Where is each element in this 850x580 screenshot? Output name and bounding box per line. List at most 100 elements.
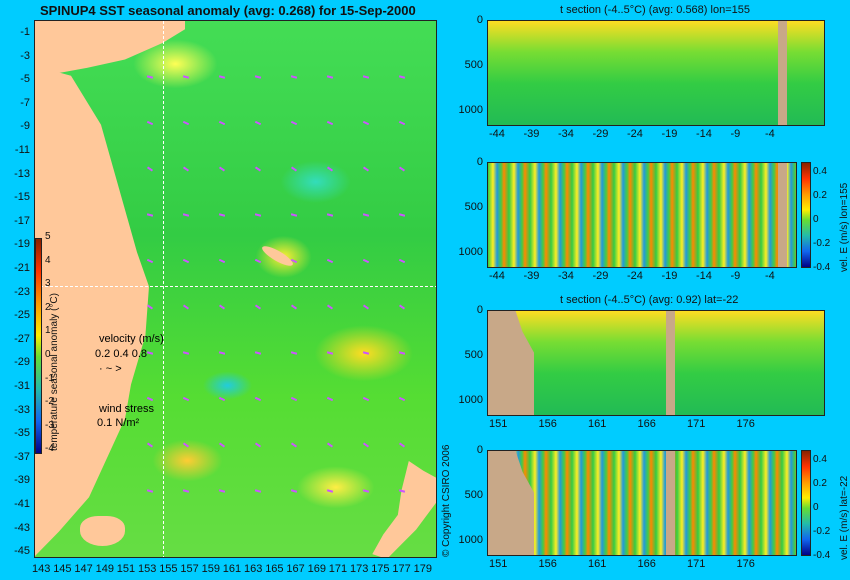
wind-arrow-icon xyxy=(362,75,370,79)
lat-tick-label: -29 xyxy=(14,356,30,369)
velocity-colorbar-label: vel. E (m/s) lat=-22 xyxy=(839,475,850,560)
section-x-tick: -9 xyxy=(730,128,741,140)
velocity-label: velocity (m/s) xyxy=(99,333,164,345)
wind-arrow-icon xyxy=(182,258,190,264)
section-x-tick: -29 xyxy=(592,128,609,140)
wind-arrow-icon xyxy=(218,258,226,264)
lon-tick-label: 159 xyxy=(201,563,220,575)
colorbar-tick-label: -2 xyxy=(45,396,54,408)
wind-arrow-icon xyxy=(254,166,262,172)
wind-arrow-icon xyxy=(146,75,154,79)
section-land-coast xyxy=(488,451,534,555)
wind-arrow-icon xyxy=(398,213,406,217)
map-title: SPINUP4 SST seasonal anomaly (avg: 0.268… xyxy=(40,3,416,18)
wind-arrow-icon xyxy=(398,442,406,448)
crosshair-vertical xyxy=(163,21,164,557)
lat-tick-label: -1 xyxy=(20,26,30,38)
section-land-strip xyxy=(778,163,787,267)
section-land-coast xyxy=(488,311,534,415)
section-y-tick: 1000 xyxy=(458,104,483,116)
colorbar-tick-label: -1 xyxy=(45,372,54,384)
section-x-tick: -24 xyxy=(627,128,643,140)
wind-arrow-icon xyxy=(182,489,190,493)
section-x-tick: 161 xyxy=(588,418,607,430)
colorbar-tick-label: 4 xyxy=(45,254,51,266)
wind-arrow-icon xyxy=(218,213,226,217)
section-x-tick: -44 xyxy=(489,128,505,140)
lat-tick-label: -17 xyxy=(14,214,30,227)
lon-tick-label: 169 xyxy=(307,563,326,575)
lon-tick-label: 153 xyxy=(138,563,157,575)
section-x-tick: 151 xyxy=(489,558,508,570)
lat-tick-label: -43 xyxy=(14,521,30,534)
section-y-tick: 0 xyxy=(476,14,483,26)
colorbar-tick-label: 1 xyxy=(45,325,51,337)
lon-tick-label: 161 xyxy=(222,563,242,575)
wind-arrow-icon xyxy=(398,120,406,126)
wind-arrow-icon xyxy=(326,489,334,493)
section-land-strip xyxy=(666,451,675,555)
wind-arrow-icon xyxy=(362,120,370,126)
colorbar-tick-label: 5 xyxy=(45,231,51,242)
wind-arrow-icon xyxy=(182,166,190,172)
section-x-tick: -19 xyxy=(661,270,678,282)
lat-tick-label: -5 xyxy=(20,73,30,86)
lon-tick-label: 155 xyxy=(159,563,178,575)
lon-tick-label: 151 xyxy=(116,563,136,575)
wind-arrow-icon xyxy=(146,120,154,126)
velocity-scale: 0.2 0.4 0.8 xyxy=(95,348,147,360)
wind-arrow-icon xyxy=(326,258,334,264)
wind-arrow-icon xyxy=(326,120,334,126)
lon-tick-label: 143 xyxy=(32,563,51,575)
wind-arrow-icon xyxy=(218,351,226,355)
lat-tick-label: -11 xyxy=(14,144,30,156)
colorbar-label: temperature seasonal anomaly (°C) xyxy=(49,293,60,451)
wind-arrow-icon xyxy=(326,75,334,79)
wind-arrow-icon xyxy=(218,489,226,493)
new-zealand-land xyxy=(372,461,436,557)
velocity-colorbar-tick: -0.2 xyxy=(813,238,831,249)
lon-tick-label: 179 xyxy=(413,563,432,575)
velocity-colorbar-tick: -0.4 xyxy=(813,262,831,273)
wind-arrow-icon xyxy=(182,304,190,310)
wind-arrow-icon xyxy=(254,442,262,448)
velocity-colorbar-tick: 0.4 xyxy=(813,454,827,465)
wind-arrow-icon xyxy=(290,166,298,172)
section-x-tick: -34 xyxy=(558,270,574,282)
wind-arrow-icon xyxy=(254,396,262,402)
wind-arrow-icon xyxy=(218,304,226,310)
section-plot[interactable] xyxy=(487,20,825,126)
wind-arrow-icon xyxy=(362,442,370,448)
velocity-colorbar-label: vel. E (m/s) lon=155 xyxy=(839,182,850,272)
wind-label: wind stress xyxy=(99,403,155,415)
section-land-strip xyxy=(666,311,675,415)
section-x-tick: -44 xyxy=(489,270,505,282)
lon-tick-label: 167 xyxy=(286,563,305,575)
section-plot[interactable] xyxy=(487,450,797,556)
lat-tick-label: -25 xyxy=(14,309,30,322)
velocity-colorbar-tick: 0.2 xyxy=(813,478,827,489)
wind-arrow-icon xyxy=(290,442,298,448)
wind-arrow-icon xyxy=(218,396,226,402)
lat-tick-label: -27 xyxy=(14,332,30,345)
wind-arrow-icon xyxy=(290,396,298,402)
section-plot[interactable] xyxy=(487,162,797,268)
lon-tick-label: 175 xyxy=(371,563,390,575)
section-x-tick: 151 xyxy=(489,418,508,430)
section-plot[interactable] xyxy=(487,310,825,416)
lat-tick-label: -13 xyxy=(14,167,30,180)
section-x-tick: 166 xyxy=(637,558,656,570)
wind-arrow-icon xyxy=(182,351,190,355)
lon-tick-label: 165 xyxy=(265,563,284,575)
lat-tick-label: -31 xyxy=(14,380,30,392)
wind-arrow-icon xyxy=(146,258,154,264)
wind-arrow-icon xyxy=(182,75,190,79)
section-x-tick: 156 xyxy=(538,558,557,570)
wind-arrow-icon xyxy=(146,351,154,355)
wind-arrow-icon xyxy=(182,213,190,217)
wind-scale: 0.1 N/m² xyxy=(97,417,140,429)
sst-map[interactable]: 5 4 3 2 1 0 -1 -2 -3 -4 temperature seasonal anom… xyxy=(34,20,437,558)
wind-arrow-icon xyxy=(398,75,406,79)
wind-arrow-icon xyxy=(218,120,226,126)
section-x-tick: 176 xyxy=(736,418,755,430)
